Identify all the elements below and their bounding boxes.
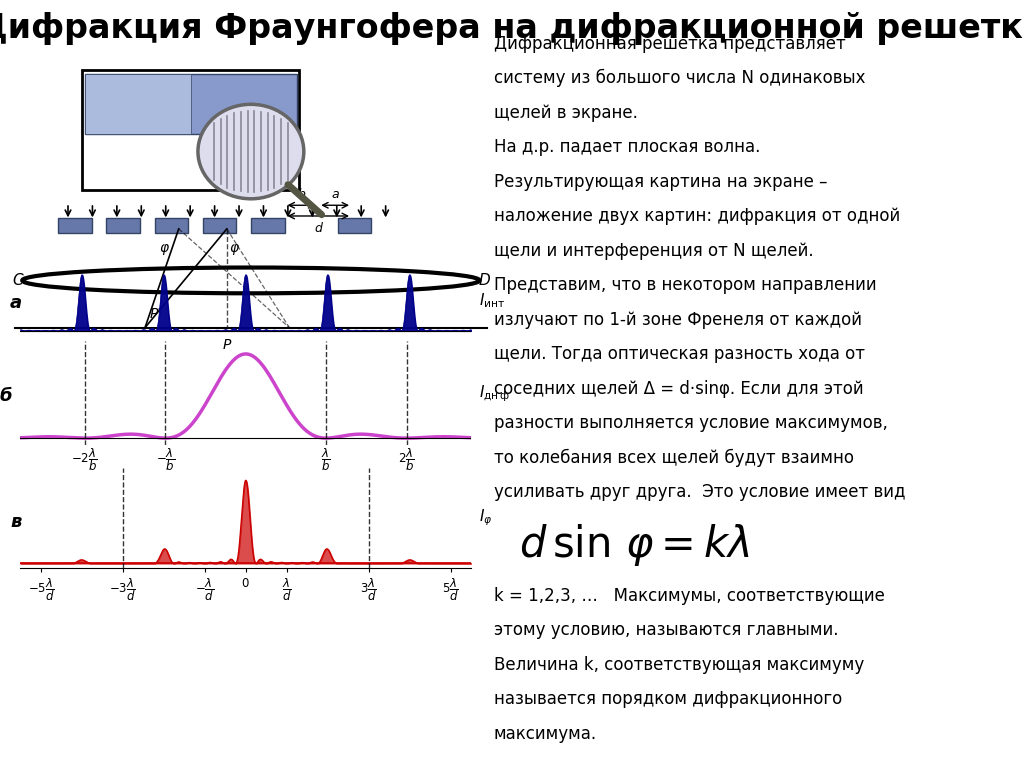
Bar [155, 218, 188, 233]
Text: щели. Тогда оптическая разность хода от: щели. Тогда оптическая разность хода от [494, 345, 864, 363]
Text: $I_{\rm дн\,ф}$: $I_{\rm дн\,ф}$ [479, 384, 510, 403]
Text: a: a [332, 188, 339, 201]
Circle shape [198, 104, 304, 199]
Text: излучают по 1-й зоне Френеля от каждой: излучают по 1-й зоне Френеля от каждой [494, 311, 861, 328]
Text: то колебания всех щелей будут взаимно: то колебания всех щелей будут взаимно [494, 449, 854, 467]
Text: d: d [314, 222, 323, 235]
Text: б: б [0, 387, 12, 405]
Text: C: C [12, 273, 23, 288]
Text: b: b [298, 188, 305, 201]
Text: φ: φ [229, 241, 239, 255]
Bar [203, 218, 237, 233]
Text: Величина k, соответствующая максимуму: Величина k, соответствующая максимуму [494, 656, 864, 673]
Text: систему из большого числа N одинаковых: систему из большого числа N одинаковых [494, 69, 865, 87]
Text: φ: φ [160, 241, 169, 255]
Bar [106, 218, 140, 233]
Bar [82, 70, 299, 190]
Text: $\dfrac{\lambda}{b}$: $\dfrac{\lambda}{b}$ [322, 446, 331, 473]
Text: разности выполняется условие максимумов,: разности выполняется условие максимумов, [494, 414, 888, 432]
Text: Дифракционная решетка представляет: Дифракционная решетка представляет [494, 35, 846, 52]
Text: этому условию, называются главными.: этому условию, называются главными. [494, 621, 838, 639]
Bar [251, 218, 285, 233]
Text: P: P [222, 338, 231, 352]
Text: а: а [10, 294, 23, 312]
Text: усиливать друг друга.  Это условие имеет вид: усиливать друг друга. Это условие имеет … [494, 483, 905, 501]
Text: $-2\dfrac{\lambda}{b}$: $-2\dfrac{\lambda}{b}$ [72, 446, 98, 473]
Text: наложение двух картин: дифракция от одной: наложение двух картин: дифракция от одно… [494, 207, 900, 225]
Text: $2\dfrac{\lambda}{b}$: $2\dfrac{\lambda}{b}$ [398, 446, 415, 473]
Text: Представим, что в некотором направлении: Представим, что в некотором направлении [494, 276, 877, 294]
Text: P': P' [150, 308, 162, 321]
Bar [85, 74, 190, 134]
Text: щели и интерференция от N щелей.: щели и интерференция от N щелей. [494, 242, 813, 259]
Text: $-\dfrac{\lambda}{b}$: $-\dfrac{\lambda}{b}$ [156, 446, 175, 473]
Bar [58, 218, 92, 233]
Text: $I_{\rm инт}$: $I_{\rm инт}$ [479, 291, 506, 310]
Text: Дифракция Фраунгофера на дифракционной решетке: Дифракция Фраунгофера на дифракционной р… [0, 12, 1024, 44]
Text: соседних щелей Δ = d·sinφ. Если для этой: соседних щелей Δ = d·sinφ. Если для этой [494, 380, 863, 397]
Text: $d\,\sin\,\varphi = k\lambda$: $d\,\sin\,\varphi = k\lambda$ [519, 522, 751, 568]
Text: в: в [10, 513, 22, 531]
Text: $I_{\varphi}$: $I_{\varphi}$ [479, 508, 493, 528]
Text: щелей в экране.: щелей в экране. [494, 104, 638, 121]
Text: D: D [478, 273, 490, 288]
Text: называется порядком дифракционного: называется порядком дифракционного [494, 690, 842, 708]
Bar [85, 74, 297, 134]
Text: k = 1,2,3, …   Максимумы, соответствующие: k = 1,2,3, … Максимумы, соответствующие [494, 587, 885, 604]
Bar [338, 218, 371, 233]
Text: На д.р. падает плоская волна.: На д.р. падает плоская волна. [494, 138, 760, 156]
Text: Результирующая картина на экране –: Результирующая картина на экране – [494, 173, 827, 190]
Text: максимума.: максимума. [494, 725, 597, 742]
